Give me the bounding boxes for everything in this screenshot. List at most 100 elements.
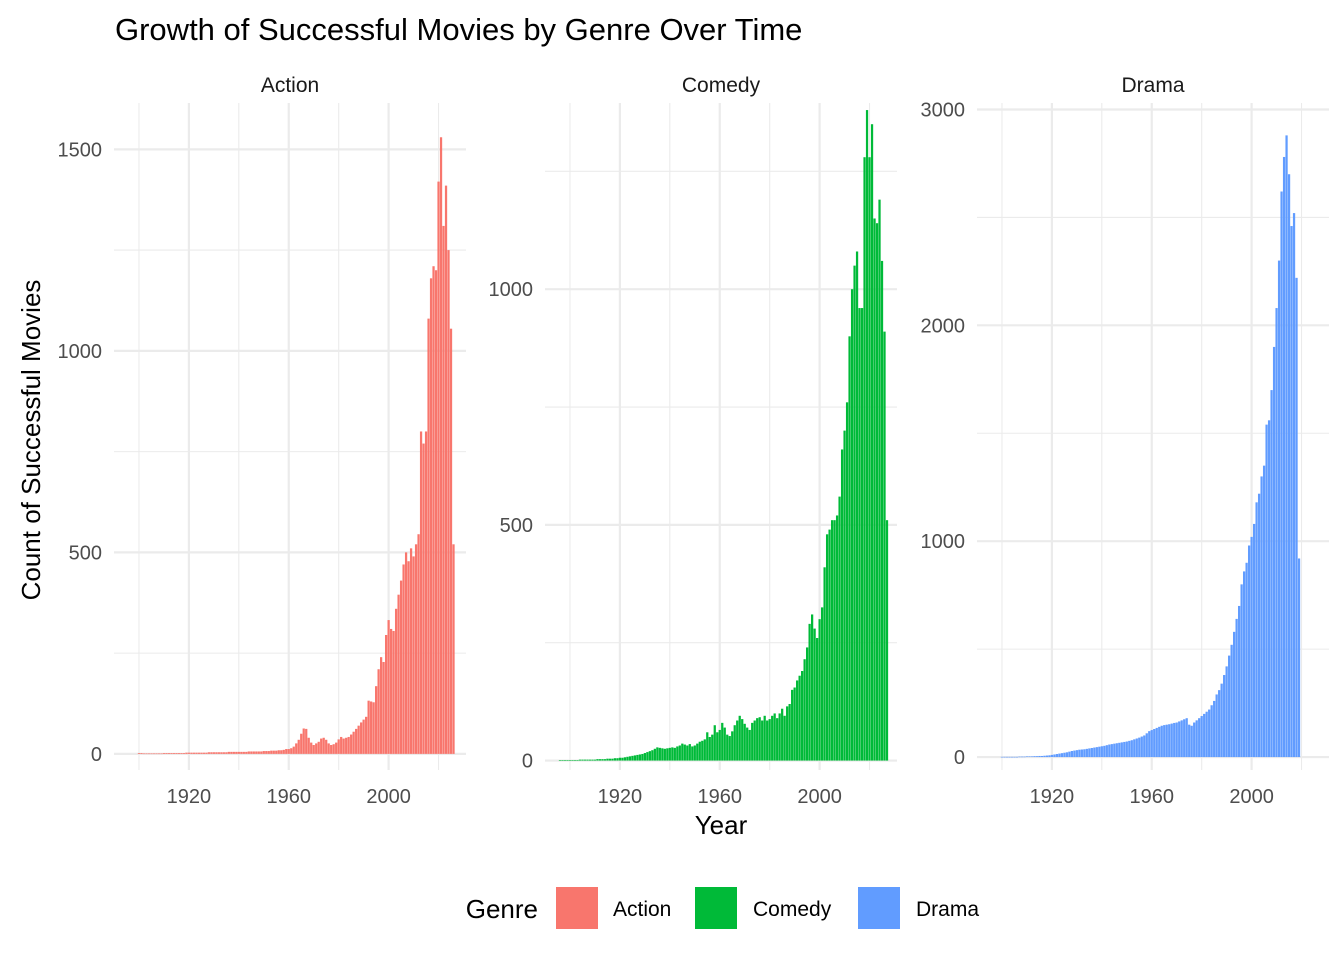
bar-drama-1902 (1005, 756, 1009, 758)
bar-action-2023 (444, 185, 448, 754)
bar-drama-2017 (1292, 213, 1296, 758)
bar-comedy-1900 (568, 760, 572, 761)
bar-action-1932 (217, 752, 220, 754)
bar-comedy-1966 (733, 725, 736, 761)
bar-drama-1972 (1180, 720, 1183, 758)
bar-drama-1983 (1208, 709, 1211, 758)
bar-action-1985 (350, 734, 353, 754)
bar-drama-1966 (1165, 724, 1168, 758)
bar-drama-1945 (1113, 743, 1116, 758)
bar-action-1980 (337, 739, 340, 754)
bar-action-1948 (257, 751, 260, 754)
bar-action-1942 (242, 751, 245, 754)
bar-action-1920 (187, 752, 191, 754)
facet-drama: Drama 0 1000 2000 3000 1920 1960 2000 (921, 74, 1329, 808)
bar-drama-1996 (1240, 584, 1243, 758)
bar-drama-1917 (1043, 755, 1046, 758)
bar-comedy-2009 (840, 449, 844, 761)
bar-comedy-1907 (586, 759, 589, 761)
bar-action-1901 (140, 753, 143, 754)
bar-drama-2018 (1295, 277, 1298, 758)
bar-action-1918 (182, 753, 186, 754)
bar-comedy-2016 (858, 308, 861, 761)
bar-drama-2001 (1252, 523, 1256, 758)
bar-comedy-1898 (563, 760, 567, 761)
y-tick-label: 3000 (921, 99, 966, 121)
bar-comedy-1979 (766, 720, 769, 761)
bar-comedy-1980 (768, 719, 771, 761)
bar-comedy-1945 (681, 743, 684, 761)
bar-action-1956 (277, 750, 280, 754)
x-tick-label: 1960 (698, 786, 743, 808)
bar-drama-1985 (1213, 700, 1216, 758)
bar-drama-1925 (1063, 752, 1066, 758)
bar-comedy-2011 (845, 402, 849, 761)
bar-action-1945 (250, 751, 253, 754)
bar-action-1903 (145, 753, 148, 755)
bar-comedy-1974 (753, 720, 756, 761)
bar-action-1964 (297, 739, 300, 754)
bar-drama-1914 (1035, 756, 1039, 758)
legend-label-comedy: Comedy (753, 898, 832, 921)
bar-action-1933 (220, 752, 223, 754)
bar-action-2019 (434, 270, 438, 754)
bar-action-1926 (202, 752, 205, 754)
x-tick-label: 2000 (1229, 786, 1274, 808)
bar-action-1940 (237, 751, 240, 754)
facet-action: Action 0 500 1000 1500 1920 1960 2000 (58, 74, 466, 808)
bar-action-1967 (305, 728, 308, 754)
bar-comedy-1973 (751, 722, 754, 761)
bar-drama-1964 (1160, 725, 1163, 758)
bar-comedy-1949 (691, 746, 694, 761)
bar-action-1952 (267, 751, 270, 754)
bar-action-1916 (177, 753, 181, 754)
y-tick-label: 0 (954, 747, 965, 769)
bar-drama-1955 (1138, 737, 1141, 758)
bar-action-1975 (325, 739, 328, 754)
bar-action-1974 (322, 737, 325, 754)
bar-comedy-2026 (883, 331, 886, 761)
bar-action-1972 (317, 741, 320, 754)
bar-action-1966 (302, 728, 305, 754)
bar-action-2002 (392, 630, 395, 754)
bar-drama-1993 (1233, 631, 1236, 758)
bar-drama-1989 (1223, 675, 1226, 758)
bar-action-1922 (192, 752, 196, 754)
legend-key-action (556, 887, 598, 929)
bar-comedy-1905 (581, 759, 584, 761)
bar-drama-1992 (1230, 644, 1233, 758)
bar-drama-1932 (1080, 749, 1083, 758)
bar-action-1925 (200, 752, 203, 754)
bar-comedy-2018 (863, 157, 866, 761)
bar-comedy-1896 (558, 760, 562, 761)
bar-action-2000 (387, 620, 390, 754)
bar-action-2021 (439, 137, 443, 754)
bar-action-2020 (437, 181, 440, 754)
bar-drama-1981 (1203, 713, 1206, 758)
bar-comedy-1919 (616, 758, 619, 761)
bar-drama-2007 (1267, 420, 1271, 758)
bar-comedy-1944 (678, 745, 681, 761)
bar-action-2024 (447, 250, 450, 754)
bar-comedy-1948 (688, 744, 691, 761)
bar-comedy-1991 (796, 680, 799, 761)
bar-action-1941 (240, 751, 243, 754)
bar-comedy-1978 (763, 715, 766, 761)
bar-comedy-2015 (855, 251, 859, 761)
bar-comedy-2012 (848, 336, 851, 761)
bar-drama-1937 (1093, 747, 1096, 758)
bar-drama-1967 (1168, 724, 1171, 758)
bar-comedy-1969 (741, 719, 744, 761)
bar-action-2014 (422, 443, 425, 754)
bar-drama-1959 (1148, 731, 1151, 758)
bar-comedy-2006 (833, 520, 836, 761)
bar-comedy-1932 (648, 751, 651, 761)
bar-action-1994 (372, 702, 375, 754)
bar-action-1928 (207, 752, 210, 754)
legend: Genre Action Comedy Drama (466, 887, 979, 929)
bar-comedy-1926 (633, 755, 636, 761)
bar-action-1984 (347, 736, 350, 754)
bar-comedy-1953 (701, 740, 704, 761)
bar-drama-1943 (1108, 744, 1111, 758)
